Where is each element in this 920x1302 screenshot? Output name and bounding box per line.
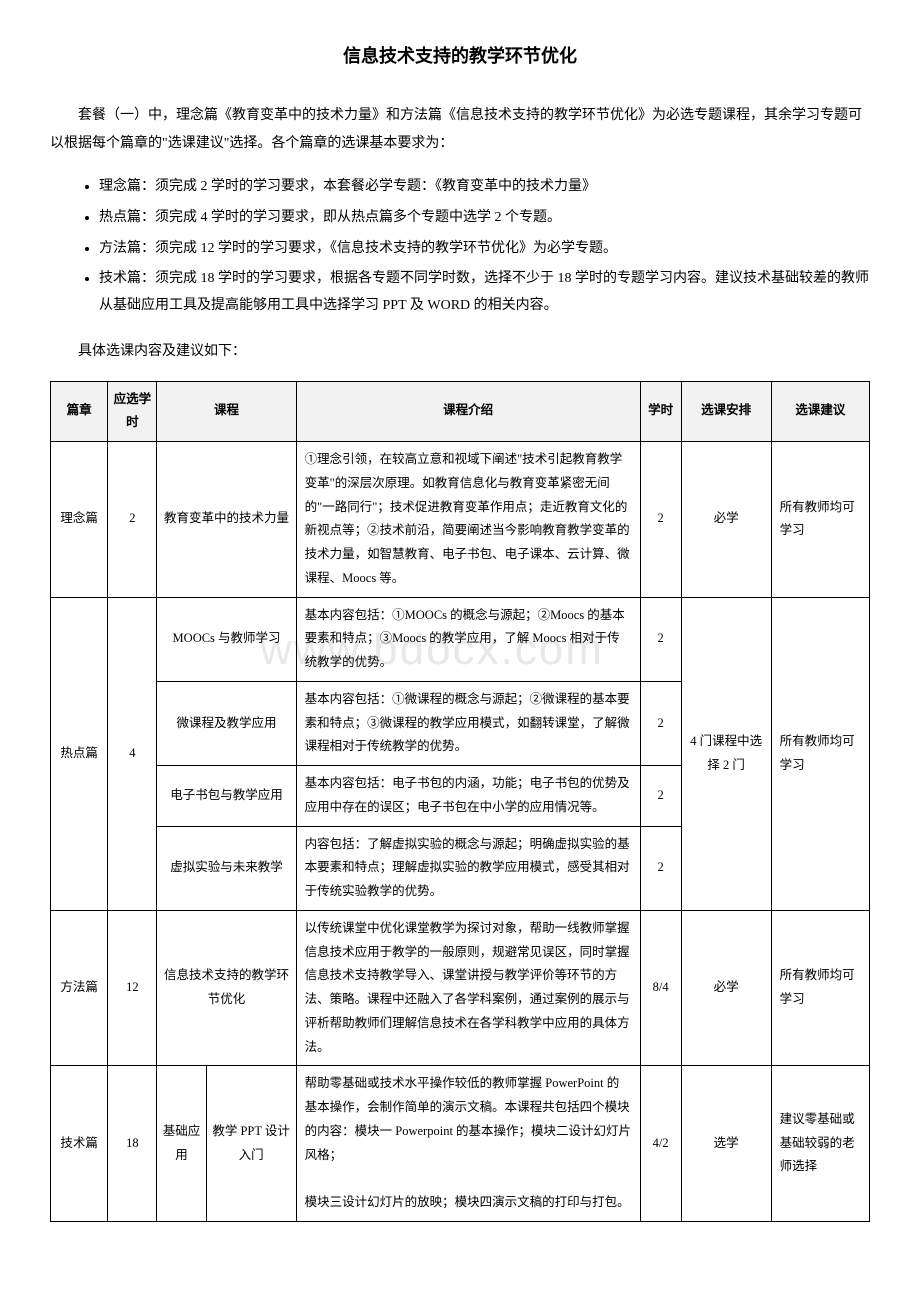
requirements-list: 理念篇：须完成 2 学时的学习要求，本套餐必学专题：《教育变革中的技术力量》 热… — [78, 174, 870, 319]
col-hours: 学时 — [640, 381, 681, 442]
cell-chapter: 技术篇 — [51, 1066, 108, 1222]
cell-course: 教学 PPT 设计入门 — [206, 1066, 296, 1222]
cell-hours-req: 4 — [108, 597, 157, 910]
col-arrange: 选课安排 — [681, 381, 771, 442]
col-chapter: 篇章 — [51, 381, 108, 442]
cell-course: 教育变革中的技术力量 — [157, 442, 296, 598]
cell-course: 微课程及教学应用 — [157, 681, 296, 765]
requirement-item: 方法篇：须完成 12 学时的学习要求，《信息技术支持的教学环节优化》为必学专题。 — [99, 236, 870, 263]
cell-suggest: 所有教师均可学习 — [771, 597, 869, 910]
cell-hours: 2 — [640, 766, 681, 827]
cell-chapter: 热点篇 — [51, 597, 108, 910]
cell-desc: 以传统课堂中优化课堂教学为探讨对象，帮助一线教师掌握信息技术应用于教学的一般原则… — [296, 910, 640, 1066]
cell-course: 电子书包与教学应用 — [157, 766, 296, 827]
cell-suggest: 所有教师均可学习 — [771, 910, 869, 1066]
cell-hours: 4/2 — [640, 1066, 681, 1222]
col-desc: 课程介绍 — [296, 381, 640, 442]
cell-desc: 内容包括：了解虚拟实验的概念与源起；明确虚拟实验的基本要素和特点；理解虚拟实验的… — [296, 826, 640, 910]
cell-hours: 8/4 — [640, 910, 681, 1066]
cell-hours-req: 12 — [108, 910, 157, 1066]
cell-hours: 2 — [640, 681, 681, 765]
cell-arrange: 必学 — [681, 442, 771, 598]
cell-desc: ①理念引领，在较高立意和视域下阐述"技术引起教育教学变革"的深层次原理。如教育信… — [296, 442, 640, 598]
cell-desc: 基本内容包括：①MOOCs 的概念与源起；②Moocs 的基本要素和特点；③Mo… — [296, 597, 640, 681]
cell-arrange: 必学 — [681, 910, 771, 1066]
table-row: 技术篇 18 基础应用 教学 PPT 设计入门 帮助零基础或技术水平操作较低的教… — [51, 1066, 870, 1222]
table-intro: 具体选课内容及建议如下： — [50, 339, 870, 364]
cell-course: MOOCs 与教师学习 — [157, 597, 296, 681]
cell-desc: 帮助零基础或技术水平操作较低的教师掌握 PowerPoint 的基本操作，会制作… — [296, 1066, 640, 1222]
col-hours-req: 应选学时 — [108, 381, 157, 442]
cell-hours-req: 18 — [108, 1066, 157, 1222]
cell-course-group: 基础应用 — [157, 1066, 206, 1222]
cell-desc: 基本内容包括：①微课程的概念与源起；②微课程的基本要素和特点；③微课程的教学应用… — [296, 681, 640, 765]
cell-chapter: 方法篇 — [51, 910, 108, 1066]
cell-hours-req: 2 — [108, 442, 157, 598]
cell-suggest: 建议零基础或基础较弱的老师选择 — [771, 1066, 869, 1222]
cell-arrange: 选学 — [681, 1066, 771, 1222]
cell-course: 信息技术支持的教学环节优化 — [157, 910, 296, 1066]
document-title: 信息技术支持的教学环节优化 — [50, 40, 870, 72]
cell-suggest: 所有教师均可学习 — [771, 442, 869, 598]
table-row: 理念篇 2 教育变革中的技术力量 ①理念引领，在较高立意和视域下阐述"技术引起教… — [51, 442, 870, 598]
cell-chapter: 理念篇 — [51, 442, 108, 598]
requirement-item: 理念篇：须完成 2 学时的学习要求，本套餐必学专题：《教育变革中的技术力量》 — [99, 174, 870, 201]
cell-hours: 2 — [640, 826, 681, 910]
cell-arrange: 4 门课程中选择 2 门 — [681, 597, 771, 910]
requirement-item: 热点篇：须完成 4 学时的学习要求，即从热点篇多个专题中选学 2 个专题。 — [99, 205, 870, 232]
cell-hours: 2 — [640, 597, 681, 681]
course-table: 篇章 应选学时 课程 课程介绍 学时 选课安排 选课建议 理念篇 2 教育变革中… — [50, 381, 870, 1222]
intro-paragraph: 套餐（一）中，理念篇《教育变革中的技术力量》和方法篇《信息技术支持的教学环节优化… — [50, 102, 870, 158]
table-header-row: 篇章 应选学时 课程 课程介绍 学时 选课安排 选课建议 — [51, 381, 870, 442]
document-content: 信息技术支持的教学环节优化 套餐（一）中，理念篇《教育变革中的技术力量》和方法篇… — [50, 40, 870, 1222]
cell-hours: 2 — [640, 442, 681, 598]
table-row: 热点篇 4 MOOCs 与教师学习 基本内容包括：①MOOCs 的概念与源起；②… — [51, 597, 870, 681]
requirement-item: 技术篇：须完成 18 学时的学习要求，根据各专题不同学时数，选择不少于 18 学… — [99, 266, 870, 319]
col-suggest: 选课建议 — [771, 381, 869, 442]
cell-course: 虚拟实验与未来教学 — [157, 826, 296, 910]
col-course: 课程 — [157, 381, 296, 442]
cell-desc: 基本内容包括：电子书包的内涵，功能；电子书包的优势及应用中存在的误区；电子书包在… — [296, 766, 640, 827]
table-row: 方法篇 12 信息技术支持的教学环节优化 以传统课堂中优化课堂教学为探讨对象，帮… — [51, 910, 870, 1066]
